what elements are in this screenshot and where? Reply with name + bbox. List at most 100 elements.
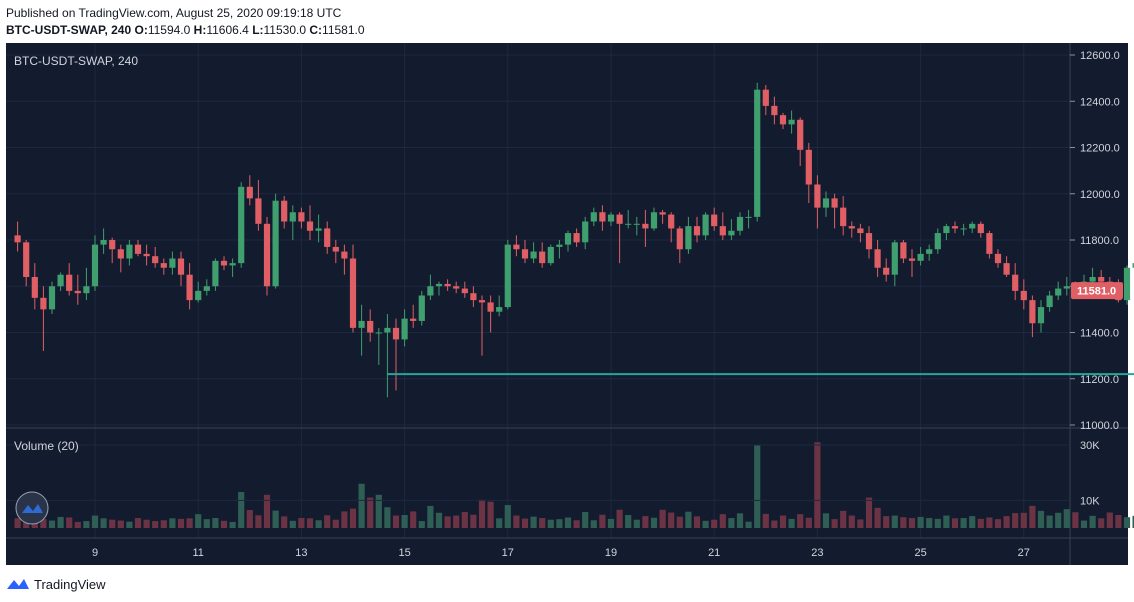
low-value: 11530.0 — [263, 23, 307, 37]
candle-body — [177, 258, 185, 275]
volume-bar — [461, 511, 468, 528]
volume-bar — [1132, 515, 1134, 528]
volume-bar — [702, 520, 709, 528]
candle-body — [676, 228, 683, 250]
volume-bar — [521, 518, 529, 528]
volume-bar — [573, 520, 580, 528]
candle-body — [564, 233, 572, 245]
candle-body — [410, 318, 417, 321]
volume-bar — [298, 518, 305, 528]
price-tick-label: 11200.0 — [1080, 374, 1119, 386]
price-tick-label: 12000.0 — [1080, 189, 1120, 201]
candle-body — [865, 233, 873, 250]
volume-bar — [100, 518, 107, 528]
volume-bar — [504, 505, 511, 528]
candle-body — [1055, 288, 1062, 296]
volume-bar — [650, 517, 658, 528]
volume-bar — [1115, 514, 1122, 528]
candle-body — [40, 297, 47, 310]
volume-bar — [659, 509, 666, 528]
time-tick-label: 23 — [811, 547, 823, 559]
candle-body — [1020, 290, 1027, 301]
candle-body — [349, 258, 357, 328]
volume-bar — [874, 507, 881, 528]
volume-bar — [349, 508, 357, 528]
volume-bar — [14, 518, 21, 528]
volume-bar — [831, 519, 838, 528]
volume-bar — [281, 516, 288, 528]
candle-body — [57, 274, 64, 287]
candle-body — [599, 212, 606, 222]
volume-bar — [607, 518, 615, 528]
volume-bar — [1046, 515, 1053, 528]
candle-body — [470, 293, 477, 301]
volume-bar — [960, 518, 967, 528]
volume-bar — [66, 517, 73, 528]
volume-bar — [169, 518, 176, 528]
volume-bar — [410, 511, 417, 528]
volume-bar — [324, 515, 331, 528]
candle-body — [358, 320, 365, 328]
price-tick-label: 11000.0 — [1080, 420, 1119, 432]
volume-bar — [616, 509, 623, 528]
chart-title: BTC-USDT-SWAP, 240 — [14, 54, 138, 68]
candle-body — [427, 286, 434, 296]
volume-bar — [693, 516, 701, 528]
high-value: 11606.4 — [206, 23, 249, 37]
close-label: C: — [309, 23, 323, 37]
candle-body — [186, 274, 193, 301]
volume-bar — [220, 520, 228, 528]
volume-bar — [599, 514, 606, 528]
candle-body — [883, 267, 890, 275]
candle-body — [367, 320, 374, 333]
candle-body — [822, 198, 830, 208]
candle-body — [616, 214, 623, 224]
volume-bar — [1123, 517, 1131, 528]
time-axis[interactable]: 9 11 13 15 17 19 21 23 25 27 — [92, 547, 1030, 559]
volume-bar — [685, 511, 692, 528]
candle-body — [195, 290, 202, 301]
candle-body — [100, 240, 107, 245]
volume-bar — [865, 497, 873, 528]
volume-bar — [1080, 520, 1088, 528]
volume-bar — [1106, 512, 1113, 528]
candle-body — [1046, 295, 1053, 308]
candle-body — [547, 246, 554, 264]
volume-bar — [246, 510, 253, 528]
volume-bar — [1089, 515, 1096, 528]
volume-bar — [951, 518, 959, 528]
candle-body — [874, 249, 881, 268]
volume-bar — [926, 518, 933, 528]
volume-bar — [1020, 512, 1027, 528]
volume-bar — [564, 517, 572, 528]
volume-bar — [126, 521, 133, 528]
volume-bar — [117, 520, 124, 528]
volume-bar — [109, 519, 116, 528]
volume-bar — [917, 516, 924, 528]
volume-bar — [625, 514, 632, 528]
volume-bar — [822, 513, 830, 528]
volume-bar — [74, 521, 81, 528]
candle-body — [298, 212, 305, 222]
watermark-logo — [15, 491, 49, 525]
volume-bar — [186, 518, 193, 528]
horizontal-lines[interactable] — [387, 222, 1134, 376]
volume-bar — [891, 515, 898, 528]
candle-body — [642, 223, 649, 229]
volume-bar — [40, 519, 47, 528]
candle-body — [831, 198, 838, 208]
volume-bar — [857, 519, 864, 528]
candle-body — [986, 233, 993, 254]
candle-body — [891, 242, 898, 275]
volume-bar — [668, 512, 675, 528]
volume-bar — [1012, 513, 1019, 528]
candle-body — [590, 212, 597, 222]
volume-bar — [358, 483, 365, 528]
candle-body — [728, 230, 735, 236]
candle-body — [659, 212, 666, 215]
candle-body — [306, 221, 314, 231]
volume-bar — [711, 519, 718, 528]
candle-body — [1063, 286, 1070, 289]
candle-body — [848, 226, 855, 229]
